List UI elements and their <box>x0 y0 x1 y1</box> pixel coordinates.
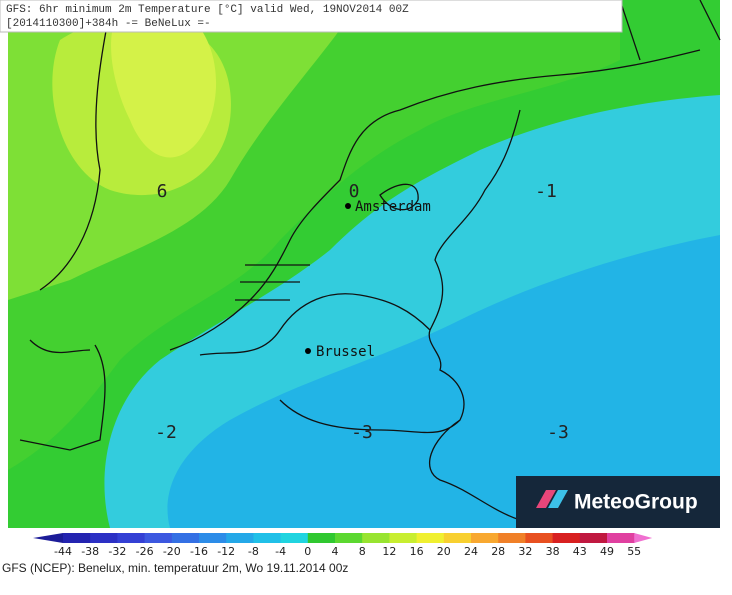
isoline-label: 0 <box>349 181 360 202</box>
colorbar-cell <box>117 533 146 543</box>
colorbar-cell <box>226 533 254 543</box>
isoline-label: -3 <box>547 422 569 443</box>
colorbar-label: 55 <box>627 545 641 558</box>
city-label: Brussel <box>316 344 375 360</box>
header-line: [2014110300]+384h -= BeNeLux =- <box>6 18 211 30</box>
header-line: GFS: 6hr minimum 2m Temperature [°C] val… <box>6 4 409 16</box>
colorbar-arrow <box>634 533 653 543</box>
logo-icon <box>536 490 556 508</box>
isoline-label: -2 <box>155 422 177 443</box>
city-dot <box>345 203 351 209</box>
header-box <box>0 0 623 33</box>
colorbar-label: 28 <box>491 545 505 558</box>
map: Amsterdam Brussel 6 0 -1 -2 -3 -3 <box>8 0 721 528</box>
colorbar-cell <box>579 533 608 543</box>
field-blue <box>167 235 720 528</box>
colorbar-label: 8 <box>359 545 366 558</box>
colorbar-cell <box>552 533 581 543</box>
colorbar-label: 0 <box>304 545 311 558</box>
colorbar-cell <box>63 533 91 543</box>
colorbar-label: -8 <box>248 545 259 558</box>
colorbar-label: 4 <box>332 545 339 558</box>
logo-box <box>516 476 720 528</box>
colorbar-cell <box>199 533 227 543</box>
colorbar-cell <box>607 533 635 543</box>
colorbar-cell <box>362 533 390 543</box>
colorbar-arrow <box>33 533 63 543</box>
colorbar-cell <box>90 533 118 543</box>
colorbar-label: 32 <box>518 545 532 558</box>
colorbar-label: -44 <box>54 545 72 558</box>
colorbar-cell <box>280 533 309 543</box>
colorbar-cell <box>525 533 554 543</box>
colorbar-label: 12 <box>382 545 396 558</box>
colorbar-label: 16 <box>410 545 424 558</box>
colorbar-label: -38 <box>81 545 99 558</box>
colorbar-label: -4 <box>275 545 286 558</box>
colorbar-cell <box>307 533 336 543</box>
colorbar-label: 24 <box>464 545 478 558</box>
colorbar: -44 -38 -32 -26 -20 -16 -12 -8 -4 0 4 8 12 16 20 24 28 32… <box>33 533 653 558</box>
colorbar-label: 38 <box>546 545 560 558</box>
logo: MeteoGroup <box>516 476 720 528</box>
colorbar-cell <box>471 533 499 543</box>
field-yellow-light <box>111 0 217 158</box>
logo-icon <box>548 490 568 508</box>
city-dot <box>305 348 311 354</box>
city-label: Amsterdam <box>355 199 431 215</box>
colorbar-label: -12 <box>217 545 235 558</box>
coastline-uk <box>19 9 111 451</box>
colorbar-cell <box>498 533 526 543</box>
isoline-label: -1 <box>535 181 557 202</box>
coastline-detail <box>235 183 419 301</box>
colorbar-cell <box>171 533 200 543</box>
colorbar-label: -16 <box>190 545 208 558</box>
colorbar-label: 20 <box>437 545 451 558</box>
colorbar-label: -32 <box>108 545 126 558</box>
colorbar-label: -26 <box>136 545 154 558</box>
isoline-label: 6 <box>157 181 168 202</box>
colorbar-cell <box>389 533 418 543</box>
colorbar-cell <box>443 533 472 543</box>
caption: GFS (NCEP): Benelux, min. temperatuur 2m… <box>2 561 348 575</box>
colorbar-cell <box>253 533 282 543</box>
logo-text: MeteoGroup <box>574 491 698 514</box>
borders <box>199 109 521 521</box>
colorbar-label: -20 <box>163 545 181 558</box>
colorbar-cell <box>335 533 363 543</box>
colorbar-label: 43 <box>573 545 587 558</box>
isoline-label: -3 <box>351 422 373 443</box>
colorbar-label: 49 <box>600 545 614 558</box>
colorbar-cell <box>416 533 445 543</box>
colorbar-cell <box>144 533 173 543</box>
